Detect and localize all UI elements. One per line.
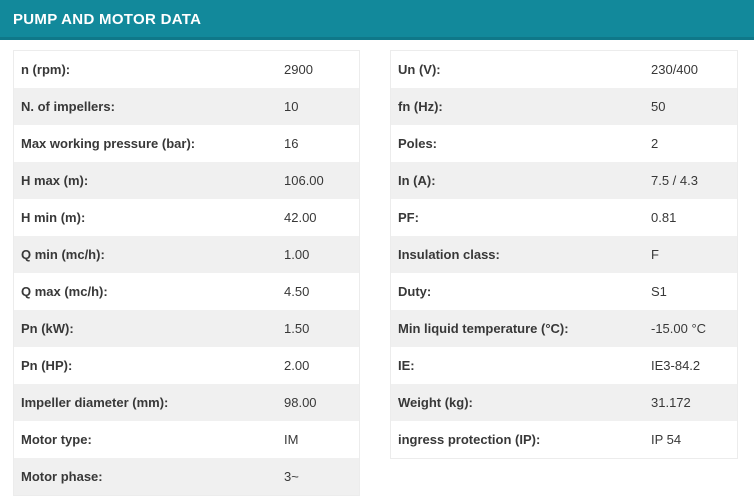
table-row: Motor type: IM — [14, 421, 359, 458]
row-label: Min liquid temperature (°C): — [398, 321, 569, 336]
row-label: Weight (kg): — [398, 395, 473, 410]
row-label: Un (V): — [398, 62, 441, 77]
row-value: 0.81 — [651, 210, 677, 225]
row-value: 1.00 — [284, 247, 310, 262]
row-value: 4.50 — [284, 284, 310, 299]
row-value: 31.172 — [651, 395, 691, 410]
row-value: 106.00 — [284, 173, 324, 188]
table-row: In (A): 7.5 / 4.3 — [391, 162, 737, 199]
row-label: fn (Hz): — [398, 99, 443, 114]
table-row: Duty: S1 — [391, 273, 737, 310]
row-label: Max working pressure (bar): — [21, 136, 196, 151]
row-value: 7.5 / 4.3 — [651, 173, 698, 188]
row-label: n (rpm): — [21, 62, 71, 77]
row-value: 16 — [284, 136, 299, 151]
table-row: n (rpm): 2900 — [14, 51, 359, 88]
row-value: 1.50 — [284, 321, 310, 336]
table-row: Min liquid temperature (°C): -15.00 °C — [391, 310, 737, 347]
row-label: Motor phase: — [21, 469, 103, 484]
row-label: N. of impellers: — [21, 99, 115, 114]
table-row: IE: IE3-84.2 — [391, 347, 737, 384]
row-value: 2.00 — [284, 358, 310, 373]
row-label: Impeller diameter (mm): — [21, 395, 169, 410]
table-row: Max working pressure (bar): 16 — [14, 125, 359, 162]
row-label: IE: — [398, 358, 415, 373]
spec-tables-container: n (rpm): 2900 N. of impellers: 10 Max wo… — [13, 50, 738, 496]
row-label: Insulation class: — [398, 247, 500, 262]
table-row: Pn (kW): 1.50 — [14, 310, 359, 347]
row-value: 2900 — [284, 62, 313, 77]
row-value: S1 — [651, 284, 667, 299]
table-row: PF: 0.81 — [391, 199, 737, 236]
row-label: Q max (mc/h): — [21, 284, 108, 299]
row-label: PF: — [398, 210, 419, 225]
row-label: H max (m): — [21, 173, 89, 188]
table-row: fn (Hz): 50 — [391, 88, 737, 125]
row-value: 3~ — [284, 469, 299, 484]
row-value: 98.00 — [284, 395, 317, 410]
table-row: Motor phase: 3~ — [14, 458, 359, 495]
table-row: Pn (HP): 2.00 — [14, 347, 359, 384]
table-row: Q max (mc/h): 4.50 — [14, 273, 359, 310]
table-row: H min (m): 42.00 — [14, 199, 359, 236]
section-header-bar: PUMP AND MOTOR DATA — [0, 0, 754, 40]
row-value: 230/400 — [651, 62, 698, 77]
section-title: PUMP AND MOTOR DATA — [13, 11, 202, 28]
table-row: H max (m): 106.00 — [14, 162, 359, 199]
row-value: 50 — [651, 99, 666, 114]
table-row: N. of impellers: 10 — [14, 88, 359, 125]
table-row: Un (V): 230/400 — [391, 51, 737, 88]
row-label: Pn (HP): — [21, 358, 73, 373]
row-value: 42.00 — [284, 210, 317, 225]
row-label: Q min (mc/h): — [21, 247, 105, 262]
row-label: Poles: — [398, 136, 438, 151]
pump-data-table: n (rpm): 2900 N. of impellers: 10 Max wo… — [13, 50, 360, 496]
row-value: IM — [284, 432, 299, 447]
row-label: In (A): — [398, 173, 436, 188]
row-label: ingress protection (IP): — [398, 432, 541, 447]
row-label: H min (m): — [21, 210, 86, 225]
table-row: Poles: 2 — [391, 125, 737, 162]
row-value: 10 — [284, 99, 299, 114]
table-row: Insulation class: F — [391, 236, 737, 273]
table-row: Impeller diameter (mm): 98.00 — [14, 384, 359, 421]
table-row: Q min (mc/h): 1.00 — [14, 236, 359, 273]
row-label: Motor type: — [21, 432, 92, 447]
row-value: 2 — [651, 136, 659, 151]
row-value: -15.00 °C — [651, 321, 707, 336]
row-label: Duty: — [398, 284, 432, 299]
row-value: IE3-84.2 — [651, 358, 701, 373]
motor-data-table: Un (V): 230/400 fn (Hz): 50 Poles: 2 In … — [390, 50, 738, 459]
row-value: F — [651, 247, 659, 262]
table-row: Weight (kg): 31.172 — [391, 384, 737, 421]
row-label: Pn (kW): — [21, 321, 74, 336]
table-row: ingress protection (IP): IP 54 — [391, 421, 737, 458]
row-value: IP 54 — [651, 432, 682, 447]
